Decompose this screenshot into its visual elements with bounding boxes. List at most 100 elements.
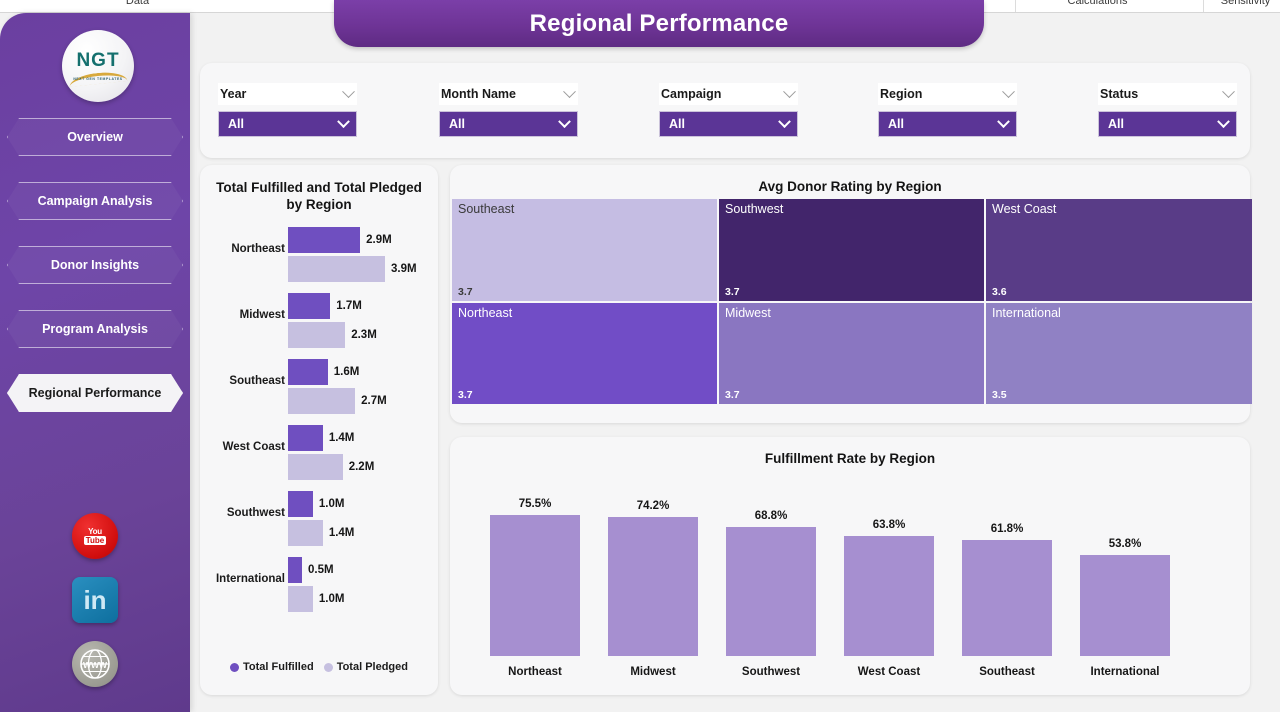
column-group: 75.5% <box>490 498 580 656</box>
slicer-label: Month Name <box>441 87 516 101</box>
linkedin-icon[interactable]: in <box>72 577 118 623</box>
bar-segment[interactable] <box>288 557 302 583</box>
slicer-label: Campaign <box>661 87 722 101</box>
column-bar[interactable] <box>490 514 580 656</box>
treemap-cell-value: 3.7 <box>725 285 740 298</box>
chevron-down-icon <box>1217 114 1230 128</box>
sidebar: NGT NEXT GEN TEMPLATES Overview Campaign… <box>0 13 190 712</box>
sidebar-item-overview[interactable]: Overview <box>7 118 183 156</box>
column-category-label: Southeast <box>979 666 1035 678</box>
bar-group: Southwest 1.0M 1.4M <box>200 491 438 553</box>
ribbon-group-data[interactable]: Data <box>125 0 150 7</box>
treemap-cell[interactable]: Midwest 3.7 <box>719 302 984 404</box>
bar-value-label: 1.4M <box>328 432 355 444</box>
bar-row: 2.7M <box>288 388 387 414</box>
bar-row: 2.2M <box>288 454 374 480</box>
column-value-label: 68.8% <box>754 510 788 523</box>
sidebar-item-program-analysis[interactable]: Program Analysis <box>7 310 183 348</box>
column-group: 53.8% <box>1080 538 1170 656</box>
bar-segment[interactable] <box>288 256 385 282</box>
slicer-dropdown[interactable]: All <box>218 111 357 137</box>
bar-row: 3.9M <box>288 256 417 282</box>
chevron-down-icon <box>342 84 355 98</box>
ribbon-group-calculations[interactable]: Calculations <box>1067 0 1128 7</box>
bar-category-label: Midwest <box>239 309 285 321</box>
column-bar[interactable] <box>1080 555 1170 656</box>
bar-chart-plot: Northeast 2.9M 3.9M Midwest 1.7M 2.3M Southeas… <box>200 227 438 637</box>
website-icon[interactable]: WWW <box>72 641 118 687</box>
bar-segment[interactable] <box>288 491 313 517</box>
treemap-cell-label: Southeast <box>458 202 515 216</box>
slicer-value: All <box>1108 117 1124 131</box>
slicer-value: All <box>449 117 465 131</box>
column-bar[interactable] <box>726 527 816 656</box>
slicer-header[interactable]: Region <box>878 83 1017 105</box>
slicer-dropdown[interactable]: All <box>659 111 798 137</box>
column-value-label: 75.5% <box>518 497 552 510</box>
treemap-cell[interactable]: Southeast 3.7 <box>452 199 717 301</box>
chart-card-fulfillment-rate: Fulfillment Rate by Region 75.5% Northeas… <box>450 437 1250 695</box>
bar-segment[interactable] <box>288 293 331 319</box>
bar-category-label: West Coast <box>222 441 285 453</box>
column-category-label: Southwest <box>741 666 801 678</box>
column-bar[interactable] <box>608 517 698 656</box>
bar-value-label: 1.0M <box>318 593 345 605</box>
column-group: 61.8% <box>962 523 1052 656</box>
sidebar-item-label: Regional Performance <box>28 386 162 400</box>
ribbon-group-sensitivity[interactable]: Sensitivity <box>1220 0 1271 7</box>
chart-legend: Total Fulfilled Total Pledged <box>200 661 438 673</box>
slicer-label: Status <box>1100 87 1139 101</box>
chevron-down-icon <box>1002 84 1015 98</box>
sidebar-nav: Overview Campaign Analysis Donor Insight… <box>7 118 183 438</box>
bar-row: 1.4M <box>288 520 354 546</box>
bar-group: International 0.5M 1.0M <box>200 557 438 619</box>
sidebar-item-label: Campaign Analysis <box>37 194 153 208</box>
bar-segment[interactable] <box>288 425 323 451</box>
bar-segment[interactable] <box>288 359 328 385</box>
treemap-cell[interactable]: Northeast 3.7 <box>452 302 717 404</box>
slicer-dropdown[interactable]: All <box>1098 111 1237 137</box>
sidebar-item-regional-performance[interactable]: Regional Performance <box>7 374 183 412</box>
bar-group: Midwest 1.7M 2.3M <box>200 293 438 355</box>
sidebar-item-donor-insights[interactable]: Donor Insights <box>7 246 183 284</box>
treemap-cell[interactable]: Southwest 3.7 <box>719 199 984 301</box>
legend-item-pledged[interactable]: Total Pledged <box>323 661 408 673</box>
treemap-cell[interactable]: West Coast 3.6 <box>986 199 1252 301</box>
column-chart-plot: 75.5% Northeast 74.2% Midwest 68.8% Southwest… <box>490 477 1210 682</box>
bar-row: 1.4M <box>288 425 354 451</box>
legend-label: Total Pledged <box>336 661 408 673</box>
column-bar[interactable] <box>962 540 1052 656</box>
slicer-header[interactable]: Campaign <box>659 83 798 105</box>
slicer-header[interactable]: Month Name <box>439 83 578 105</box>
bar-value-label: 1.6M <box>333 366 360 378</box>
column-bar[interactable] <box>844 536 934 656</box>
bar-segment[interactable] <box>288 227 361 253</box>
treemap-cell-label: International <box>992 305 1061 320</box>
youtube-label-bottom: Tube <box>83 536 107 545</box>
bar-row: 1.7M <box>288 293 362 319</box>
slicer-header[interactable]: Status <box>1098 83 1237 105</box>
slicer-value: All <box>228 117 244 131</box>
chevron-down-icon <box>563 84 576 98</box>
youtube-icon[interactable]: You Tube <box>72 513 118 559</box>
slicer-header[interactable]: Year <box>218 83 357 105</box>
column-category-label: International <box>1090 666 1160 678</box>
legend-item-fulfilled[interactable]: Total Fulfilled <box>230 661 314 673</box>
bar-segment[interactable] <box>288 322 346 348</box>
bar-value-label: 1.0M <box>318 498 345 510</box>
column-group: 68.8% <box>726 510 816 656</box>
bar-segment[interactable] <box>288 586 313 612</box>
chart-card-donor-rating: Avg Donor Rating by Region Southeast 3.7 S… <box>450 165 1252 423</box>
page-title: Regional Performance <box>529 9 789 37</box>
slicer-dropdown[interactable]: All <box>439 111 578 137</box>
treemap-cell-value: 3.7 <box>458 285 473 298</box>
bar-segment[interactable] <box>288 520 323 546</box>
bar-value-label: 1.7M <box>336 300 362 312</box>
page-title-banner: Regional Performance <box>334 0 984 47</box>
bar-segment[interactable] <box>288 454 343 480</box>
slicer-dropdown[interactable]: All <box>878 111 1017 137</box>
treemap-cell[interactable]: International 3.5 <box>986 302 1252 404</box>
bar-segment[interactable] <box>288 388 356 414</box>
bar-row: 1.0M <box>288 586 344 612</box>
sidebar-item-campaign-analysis[interactable]: Campaign Analysis <box>7 182 183 220</box>
